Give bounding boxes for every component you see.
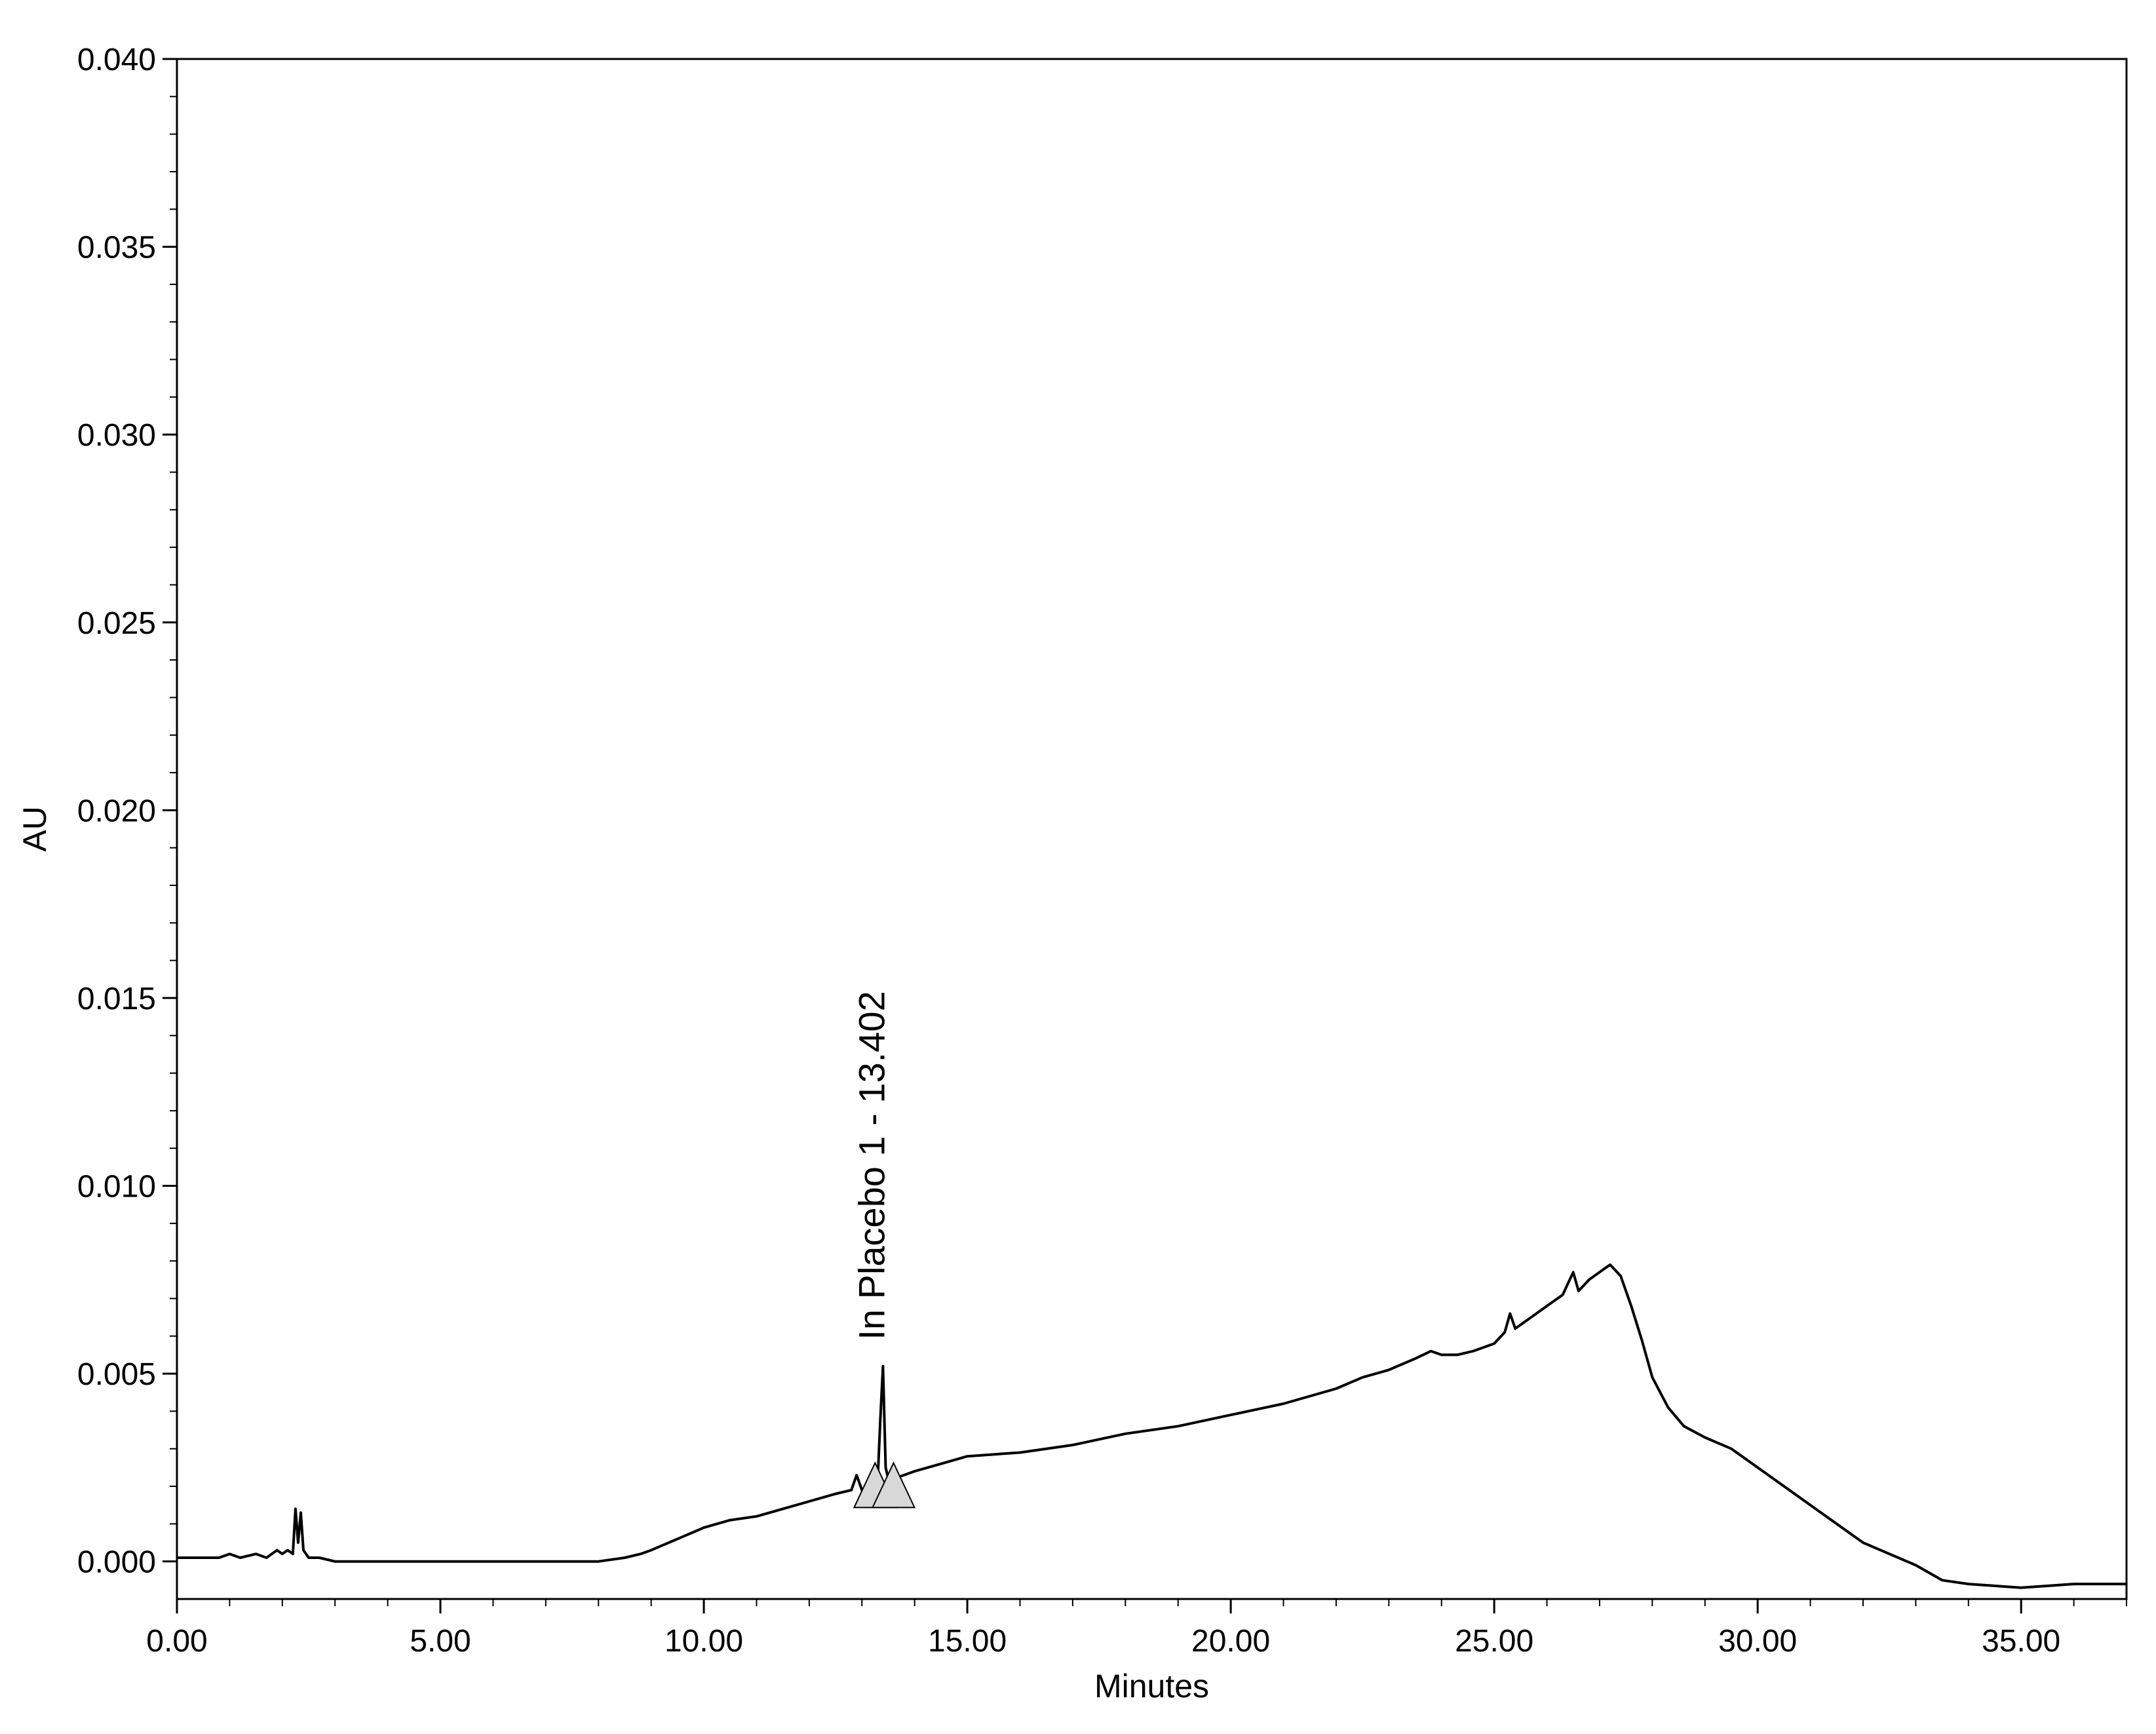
x-tick-label: 15.00	[928, 1624, 1007, 1659]
x-tick-label: 20.00	[1191, 1624, 1270, 1659]
series-layer	[177, 1263, 2127, 1589]
y-tick-label: 0.025	[77, 606, 156, 641]
x-tick-label: 35.00	[1982, 1624, 2060, 1659]
x-tick-label: 10.00	[664, 1624, 743, 1659]
peak-annotation: In Placebo 1 - 13.402	[851, 991, 893, 1339]
y-tick-label: 0.015	[77, 982, 156, 1016]
y-axis-label: AU	[16, 806, 53, 851]
plot-area	[176, 58, 2128, 1600]
y-tick-label: 0.000	[77, 1545, 156, 1580]
x-axis: 0.00 5.00 10.00 15.00 20.00 25.00 30.00 35.00	[146, 1599, 2127, 1659]
x-tick-label: 0.00	[146, 1624, 207, 1659]
x-tick-label: 5.00	[410, 1624, 471, 1659]
y-tick-label: 0.040	[77, 43, 156, 77]
annotation-layer: In Placebo 1 - 13.402	[851, 991, 916, 1509]
y-tick-label: 0.005	[77, 1357, 156, 1392]
x-tick-label: 30.00	[1718, 1624, 1797, 1659]
x-tick-label: 25.00	[1455, 1624, 1533, 1659]
y-tick-label: 0.035	[77, 231, 156, 265]
x-axis-label: Minutes	[1094, 1668, 1209, 1705]
y-tick-label: 0.030	[77, 418, 156, 453]
chromatogram-trace	[177, 1263, 2127, 1589]
y-tick-label: 0.020	[77, 794, 156, 828]
y-tick-label: 0.010	[77, 1170, 156, 1204]
integration-marker	[871, 1461, 916, 1509]
y-axis: 0.000 0.005 0.010 0.015 0.020 0.025 0.030 0.035…	[77, 43, 177, 1580]
